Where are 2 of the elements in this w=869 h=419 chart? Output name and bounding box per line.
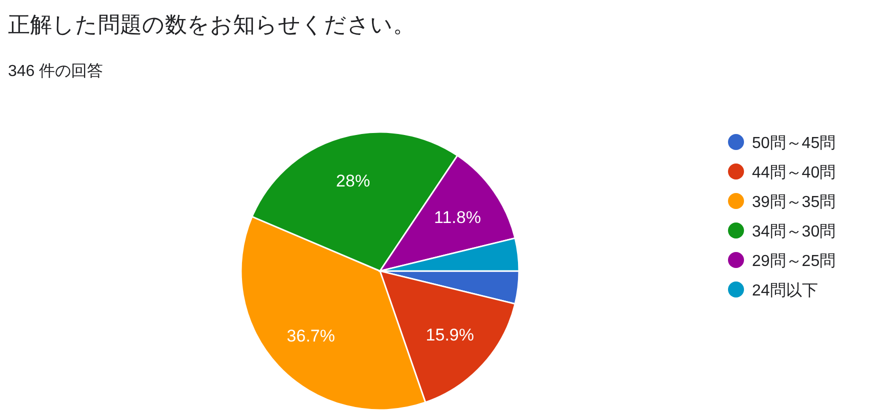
title: 正解した問題の数をお知らせください。 — [8, 12, 415, 37]
subtitle: 346 件の回答 — [8, 63, 104, 80]
